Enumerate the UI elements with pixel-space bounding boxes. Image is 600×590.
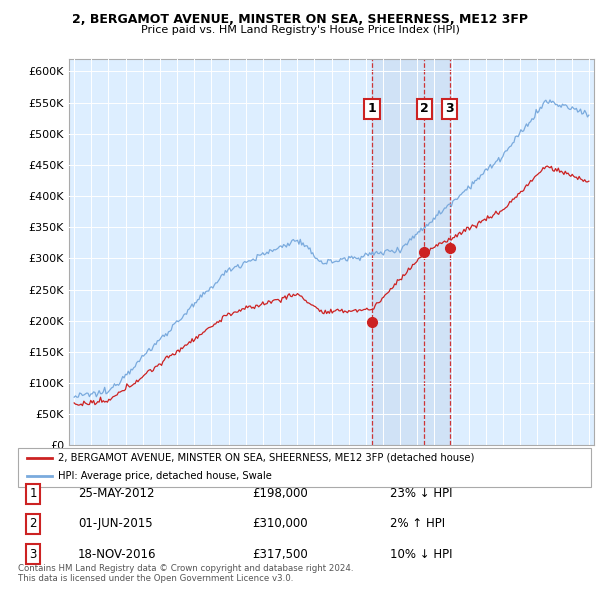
- Bar: [373, 59, 449, 445]
- Text: 3: 3: [445, 102, 454, 116]
- Text: 3: 3: [29, 548, 37, 560]
- Text: 25-MAY-2012: 25-MAY-2012: [78, 487, 155, 500]
- Text: 2, BERGAMOT AVENUE, MINSTER ON SEA, SHEERNESS, ME12 3FP (detached house): 2, BERGAMOT AVENUE, MINSTER ON SEA, SHEE…: [58, 453, 475, 463]
- Text: £317,500: £317,500: [252, 548, 308, 560]
- Text: £310,000: £310,000: [252, 517, 308, 530]
- Text: 1: 1: [29, 487, 37, 500]
- Text: 1: 1: [368, 102, 377, 116]
- Text: 23% ↓ HPI: 23% ↓ HPI: [390, 487, 452, 500]
- Text: 18-NOV-2016: 18-NOV-2016: [78, 548, 157, 560]
- Text: 2: 2: [420, 102, 429, 116]
- FancyBboxPatch shape: [18, 448, 591, 487]
- Text: 2: 2: [29, 517, 37, 530]
- Text: £198,000: £198,000: [252, 487, 308, 500]
- Text: HPI: Average price, detached house, Swale: HPI: Average price, detached house, Swal…: [58, 471, 272, 481]
- Text: 10% ↓ HPI: 10% ↓ HPI: [390, 548, 452, 560]
- Text: 2, BERGAMOT AVENUE, MINSTER ON SEA, SHEERNESS, ME12 3FP: 2, BERGAMOT AVENUE, MINSTER ON SEA, SHEE…: [72, 13, 528, 26]
- Text: 01-JUN-2015: 01-JUN-2015: [78, 517, 152, 530]
- Text: Price paid vs. HM Land Registry's House Price Index (HPI): Price paid vs. HM Land Registry's House …: [140, 25, 460, 35]
- Text: 2% ↑ HPI: 2% ↑ HPI: [390, 517, 445, 530]
- Text: Contains HM Land Registry data © Crown copyright and database right 2024.
This d: Contains HM Land Registry data © Crown c…: [18, 563, 353, 583]
